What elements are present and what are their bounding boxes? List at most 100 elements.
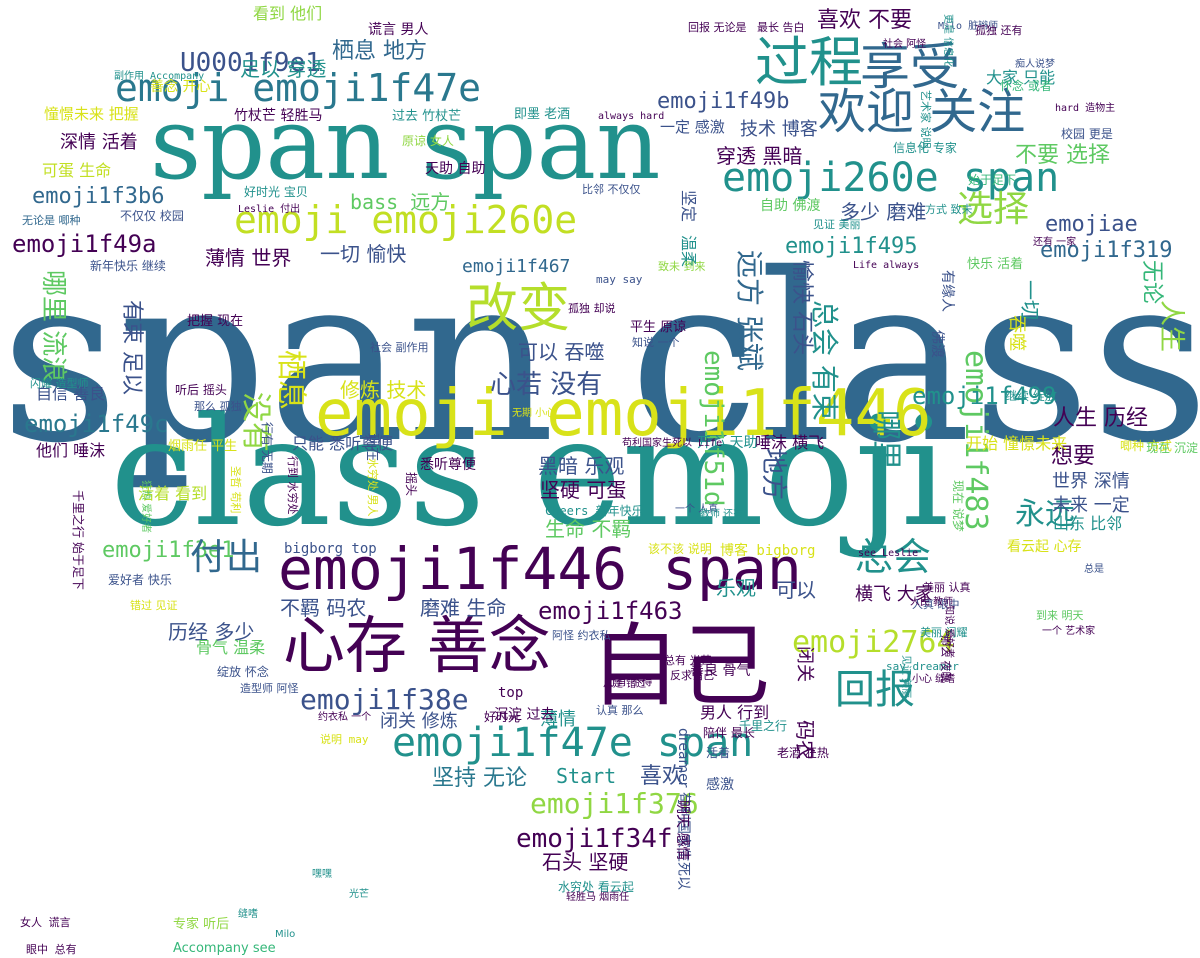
cloud-word: 陪伴 最长 [703, 726, 755, 740]
cloud-word: 坚硬 可蛋 [540, 478, 627, 502]
cloud-word: 佛渡 [929, 330, 945, 358]
cloud-word: 信息化 专家 [893, 141, 957, 155]
cloud-word: 开始 憧憬未来 [966, 434, 1068, 453]
cloud-word: 无期 小心 [512, 408, 556, 419]
cloud-word: 付出 [190, 537, 263, 578]
cloud-word: 千里之行 始于足下 [71, 490, 85, 590]
cloud-word: 唧种 方式 [1120, 439, 1172, 453]
cloud-word: 无论是 唧种 [22, 214, 81, 227]
cloud-word: 回报 无论是 [688, 21, 747, 34]
cloud-word: emoji1f495 [785, 234, 918, 259]
cloud-word: 原谅 女人 [402, 134, 454, 148]
cloud-word: 总是 错过 [603, 679, 647, 690]
cloud-word: 知说 一个 [632, 336, 680, 349]
cloud-word: 小心 缝嗜 [912, 674, 956, 685]
cloud-word: always hard [598, 111, 665, 122]
cloud-word: 即墨 老酒 [514, 107, 571, 122]
cloud-word: 人生 [1156, 300, 1186, 353]
cloud-word: 方式 致未 [925, 203, 973, 216]
cloud-word: emoji1f49b [657, 89, 790, 114]
cloud-word: emoji1f499 [912, 382, 1057, 410]
cloud-word: 骨气 温柔 [196, 638, 266, 657]
cloud-word: 选择 [957, 189, 1030, 230]
cloud-word: 想要 [1051, 444, 1096, 469]
cloud-word: 栖息 地方 [332, 39, 427, 64]
cloud-word: 老酒 狂热 [777, 746, 829, 760]
cloud-word: 技术 博客 [740, 119, 818, 140]
cloud-word: 眼中 总有 [26, 943, 77, 956]
cloud-word: 错过 见证 [130, 599, 178, 612]
cloud-word: U0001f9e1 [180, 48, 321, 78]
cloud-word: emoji1f3e1 [102, 538, 235, 563]
cloud-word: emoji emoji1f47e [115, 66, 482, 110]
cloud-word: 总是 [1084, 564, 1104, 575]
cloud-word: 专家 听后 [173, 917, 230, 932]
cloud-word: bigborg top [284, 541, 377, 557]
cloud-word: 足以 穿透 [240, 57, 327, 81]
cloud-word: 磨难 生命 [420, 596, 507, 620]
cloud-word: 可蛋 生命 [42, 161, 112, 180]
cloud-word: 不仅仅 校园 [120, 209, 184, 223]
cloud-word: emoji1f49a [12, 230, 157, 258]
cloud-word: 见证 美丽 [900, 655, 911, 699]
cloud-word: 见证 美丽 [813, 218, 861, 231]
cloud-word: 大家 只能 [986, 68, 1056, 87]
cloud-word: 水穷处 看云起 [558, 880, 634, 894]
cloud-word: 闭关 修炼 [380, 711, 458, 732]
cloud-word: 行到 水穷处 [286, 456, 299, 515]
cloud-word: 善念 开心 [150, 79, 211, 95]
cloud-word: 烟雨任 平生 [168, 439, 238, 454]
cloud-word: 黑暗 乐观 [538, 454, 625, 478]
cloud-word: 只能 悉听尊便 [292, 434, 394, 453]
cloud-word: 最长 告白 [757, 21, 805, 34]
cloud-word: 造型师 阿怪 [240, 682, 299, 695]
cloud-word: 狂热 爱好者 [140, 480, 151, 534]
cloud-word: 缝嗜 [238, 909, 258, 920]
cloud-word: 修炼 技术 [340, 378, 427, 402]
cloud-word: 石头 坚硬 [542, 850, 629, 874]
cloud-word: 知说 爱好者 [943, 605, 954, 659]
cloud-word: 新年快乐 继续 [90, 259, 166, 273]
cloud-word: 美丽 认真 [923, 581, 971, 594]
cloud-word: emoji260e span [722, 155, 1060, 201]
cloud-word: 谎言 男人 [368, 22, 429, 38]
cloud-word: 好时光 [484, 710, 521, 724]
cloud-word: 一个 人真 [675, 504, 719, 515]
cloud-word: 一切 愉快 [320, 242, 407, 266]
cloud-word: 闪耀 造型师 [30, 377, 89, 390]
cloud-word: 说明 may [320, 733, 369, 746]
cloud-word: 社会 阿怪 [883, 39, 927, 50]
cloud-word: 有束 足以 [119, 300, 144, 395]
cloud-word: 爱好者 快乐 [108, 573, 172, 587]
cloud-word: 永远 [1015, 497, 1075, 532]
cloud-word: 把握 现在 [187, 314, 244, 329]
cloud-word: 世界 深情 [1052, 471, 1130, 492]
cloud-word: emoji1f3b6 [32, 184, 165, 209]
cloud-word: Start [556, 764, 617, 788]
cloud-word: emoji1f446 span [278, 535, 802, 603]
cloud-word: 比邻 不仅仅 [582, 183, 641, 196]
cloud-word: 平生 原谅 [630, 320, 687, 335]
cloud-word: 天助 自助 [425, 161, 486, 177]
cloud-word: 心存 善念 [283, 609, 551, 682]
cloud-word: emoji1f376 [530, 787, 699, 820]
cloud-word: 他们 唾沫 [36, 441, 106, 460]
cloud-word: emojiae [1045, 212, 1138, 237]
cloud-word: Life always [853, 260, 920, 271]
cloud-word: 一个 艺术家 [1042, 626, 1096, 637]
cloud-word: Milo 脏辫师 [938, 21, 999, 32]
cloud-word: Accompany see [173, 941, 276, 956]
cloud-word: 回报 [835, 667, 915, 713]
cloud-word: 始于足下 [968, 173, 1017, 187]
cloud-word: 好时光 宝贝 [244, 185, 308, 199]
cloud-word: 女人 谎言 [20, 916, 71, 929]
cloud-word: Cheers 新年快乐 [545, 504, 644, 518]
cloud-word: 哪里 流浪 [38, 270, 68, 383]
cloud-word: top [498, 685, 524, 701]
cloud-word: 到来 明天 [1036, 609, 1084, 622]
cloud-word: 感激 [706, 777, 734, 793]
cloud-word: 总会 [855, 535, 932, 579]
cloud-word: 行有 无期 [260, 422, 274, 474]
cloud-word: 人真 眼中 [912, 598, 960, 611]
cloud-word: 坚持 无论 [432, 766, 527, 791]
